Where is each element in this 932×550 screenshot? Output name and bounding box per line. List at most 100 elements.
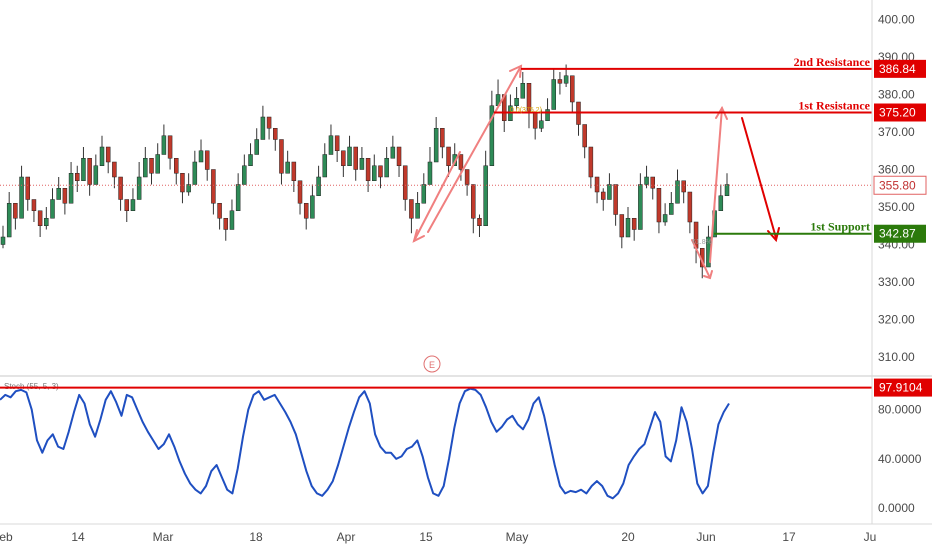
candle-body <box>390 146 396 159</box>
tag-2nd-resistance-value: 386.84 <box>879 62 916 76</box>
candle-body <box>619 214 625 238</box>
candle-body <box>192 161 198 185</box>
stochastic-pane: Stoch (55, 5, 3) <box>0 382 872 500</box>
tag-current-price-value: 355.80 <box>879 178 916 192</box>
candle-body <box>13 203 18 219</box>
candle-body <box>44 218 49 226</box>
tag-current-price <box>873 175 927 195</box>
tag-1st-support <box>874 224 926 243</box>
candle-body <box>675 180 680 204</box>
candle-body <box>279 139 284 174</box>
candle-body <box>353 146 358 170</box>
tag-1st-resistance-value: 375.20 <box>879 106 916 120</box>
tag-stochastic-level <box>874 378 932 397</box>
time-tick-label: May <box>506 530 529 544</box>
time-axis: eb 14 Mar 18 Apr 15 May 20 Jun 17 Ju <box>0 530 876 544</box>
arrow-down-to-april-head <box>412 229 425 243</box>
candle-body <box>563 75 569 84</box>
candle-body <box>446 146 451 166</box>
candle-body <box>235 184 241 211</box>
price-pane: 2nd Resistance 1st Resistance 1st Suppor… <box>0 55 872 373</box>
event-marker-label: E <box>429 360 435 370</box>
candle-body <box>248 154 253 166</box>
candle-body <box>378 165 383 178</box>
candle-body <box>638 184 643 230</box>
price-tick-label: 400.00 <box>878 13 915 27</box>
candle-body <box>347 146 352 166</box>
time-tick-label: 14 <box>71 530 85 544</box>
candle-body <box>551 79 556 110</box>
candle-body <box>93 165 99 185</box>
candle-body <box>223 218 229 230</box>
candle-body <box>384 158 389 178</box>
arrow-up-to-may-head <box>509 64 523 78</box>
stochastic-tick-label: 0.0000 <box>878 501 915 515</box>
candle-body <box>365 158 371 181</box>
candle-body <box>341 150 346 166</box>
arrow-up-to-resistance <box>709 107 723 263</box>
candle-body <box>155 154 160 174</box>
candle-body <box>149 158 154 174</box>
tag-stochastic-level-value: 97.9104 <box>879 381 923 395</box>
candle-body <box>68 173 74 204</box>
candle-body <box>50 199 55 219</box>
candle-body <box>650 176 655 189</box>
time-tick-label: Ju <box>864 530 877 544</box>
candle-body <box>669 203 674 215</box>
candle-body <box>471 184 476 219</box>
candle-body <box>198 150 204 163</box>
candle-body <box>112 161 117 178</box>
candle-body <box>180 173 185 193</box>
candle-body <box>582 124 587 148</box>
price-tick-label: 360.00 <box>878 163 915 177</box>
fib-tag-upper: 0.0(375.2) <box>510 107 542 114</box>
trend-arrows <box>412 64 728 280</box>
candle-body <box>242 165 247 185</box>
event-marker-icon[interactable] <box>423 355 441 373</box>
candle-body <box>415 203 420 219</box>
candle-body <box>19 176 24 219</box>
tag-1st-resistance <box>874 103 926 122</box>
time-tick-label: 20 <box>621 530 635 544</box>
candle-body <box>458 154 464 170</box>
candle-body <box>266 116 272 129</box>
candle-body <box>359 158 365 170</box>
candle-body <box>136 176 142 200</box>
arrow-down-to-april <box>413 151 461 242</box>
candle-body <box>87 158 92 185</box>
projection-arrow-line <box>741 117 777 239</box>
price-tick-label: 310.00 <box>878 350 915 364</box>
candle-body <box>75 173 80 181</box>
arrow-up-to-may <box>427 65 522 233</box>
candle-body <box>260 116 266 140</box>
time-tick-label: Apr <box>337 530 356 544</box>
candle-body <box>489 105 495 166</box>
candle-body <box>656 188 662 223</box>
candle-body <box>316 176 321 196</box>
candle-body <box>25 176 31 200</box>
candle-body <box>631 218 637 230</box>
arrow-down-to-june <box>691 239 711 279</box>
time-tick-label: Mar <box>153 530 174 544</box>
candle-body <box>56 188 61 200</box>
candle-body <box>724 184 730 196</box>
candle-body <box>174 158 179 174</box>
candle-body <box>557 79 563 84</box>
candle-body <box>607 184 612 200</box>
stochastic-line <box>0 387 730 500</box>
candle-body <box>372 165 377 181</box>
candle-body <box>124 199 130 211</box>
tag-2nd-resistance <box>874 59 926 78</box>
candle-body <box>681 180 686 193</box>
price-tick-label: 320.00 <box>878 313 915 327</box>
candle-body <box>322 154 328 178</box>
candle-body <box>433 128 439 163</box>
candle-body <box>625 218 631 238</box>
candle-body <box>520 83 526 99</box>
stochastic-tick-label: 40.0000 <box>878 452 922 466</box>
level-label-1st-support: 1st Support <box>810 220 870 234</box>
candle-body <box>291 161 297 181</box>
candle-body <box>613 184 618 215</box>
